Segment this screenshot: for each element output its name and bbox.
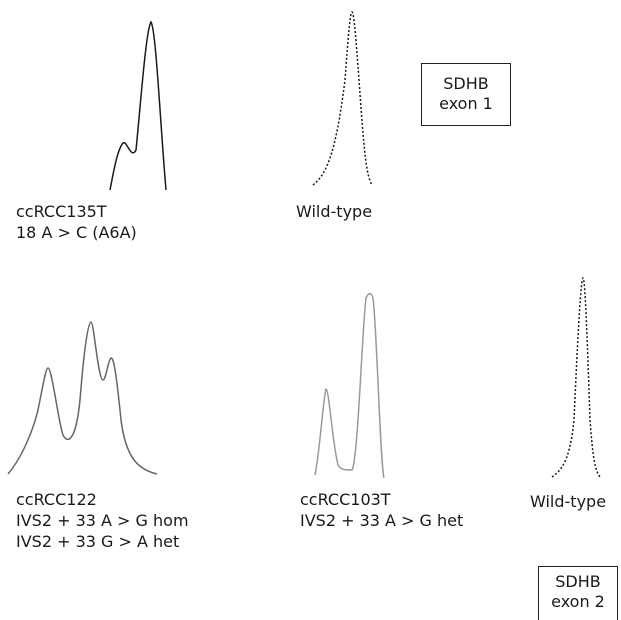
sample-label-ccrcc103t: ccRCC103T IVS2 + 33 A > G het — [300, 489, 463, 531]
sample-id: ccRCC103T — [300, 490, 391, 509]
gene-exon-box-2: SDHB exon 2 — [538, 566, 618, 620]
sample-id: ccRCC135T — [16, 202, 107, 221]
variant: IVS2 + 33 A > G hom — [16, 511, 189, 530]
trace-ccrcc122 — [7, 321, 158, 475]
gene-name: SDHB — [555, 572, 601, 591]
exon-name: exon 1 — [439, 94, 493, 113]
sample-label-wildtype-exon2: Wild-type — [530, 491, 606, 512]
sample-id: Wild-type — [530, 492, 607, 511]
sample-label-wildtype-exon1: Wild-type — [296, 201, 372, 222]
variant: IVS2 + 33 A > G het — [300, 511, 464, 530]
gene-name: SDHB — [443, 74, 489, 93]
sample-label-ccrcc135t: ccRCC135T 18 A > C (A6A) — [16, 201, 137, 243]
variant: IVS2 + 33 G > A het — [16, 532, 180, 551]
sample-id: Wild-type — [296, 202, 373, 221]
trace-wildtype-exon1 — [312, 11, 373, 186]
trace-ccrcc135t — [109, 20, 167, 191]
variant: 18 A > C (A6A) — [16, 223, 137, 242]
sample-id: ccRCC122 — [16, 490, 97, 509]
trace-ccrcc103t — [314, 292, 385, 479]
trace-wildtype-exon2 — [551, 277, 601, 478]
exon-name: exon 2 — [551, 592, 605, 611]
gene-exon-box-1: SDHB exon 1 — [421, 63, 511, 126]
sample-label-ccrcc122: ccRCC122 IVS2 + 33 A > G hom IVS2 + 33 G… — [16, 489, 189, 552]
